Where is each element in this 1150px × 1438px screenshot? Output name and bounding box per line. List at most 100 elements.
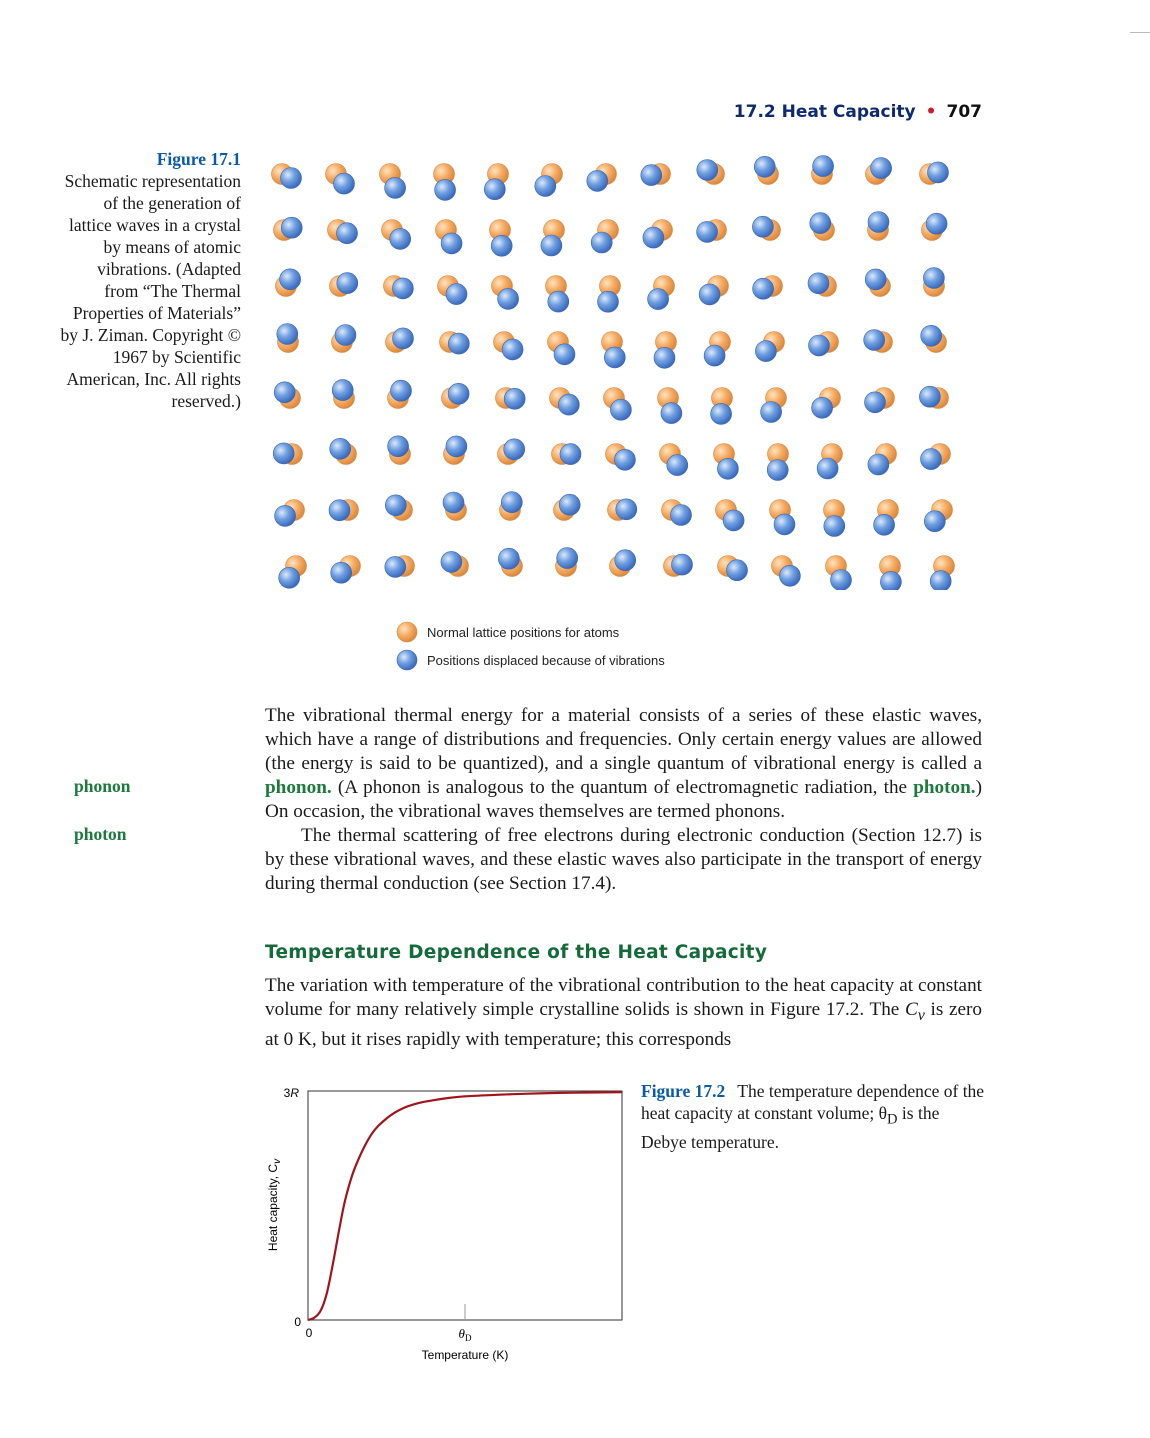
header-section-title: 17.2 Heat Capacity	[733, 102, 916, 122]
displaced-atom	[273, 381, 296, 404]
displaced-atom	[553, 343, 576, 366]
blue-atom-icon	[396, 649, 418, 671]
legend-item-normal: Normal lattice positions for atoms	[396, 618, 665, 646]
margin-term-phonon: phonon	[74, 776, 131, 796]
displaced-atom	[447, 383, 470, 405]
cv-subscript: v	[917, 1006, 925, 1024]
displaced-atom	[540, 234, 563, 257]
displaced-atom	[755, 340, 777, 362]
displaced-atom	[597, 290, 619, 313]
displaced-atom	[442, 491, 465, 514]
figure-17-1-caption: Figure 17.1 Schematic representation of …	[60, 148, 241, 412]
displaced-atom	[696, 221, 718, 243]
displaced-atom	[274, 505, 296, 527]
displaced-atom	[696, 159, 719, 181]
displaced-atom	[390, 379, 412, 402]
page-number: 707	[946, 102, 983, 122]
displaced-atom	[328, 499, 351, 522]
figure-17-1-caption-text: Schematic representation of the generati…	[60, 171, 241, 411]
displaced-atom	[615, 498, 638, 521]
y-tick-label-3r: 3R	[284, 1086, 300, 1100]
displaced-atom	[547, 290, 570, 313]
displaced-atom	[603, 346, 626, 369]
margin-term-photon: photon	[74, 824, 127, 844]
y-axis-label: Heat capacity, Cv	[266, 1158, 283, 1251]
displaced-atom	[556, 547, 579, 569]
displaced-atom	[864, 268, 887, 291]
orange-atom-icon	[396, 621, 418, 643]
caption-text: is the Debye temperature.	[641, 1103, 940, 1152]
displaced-atom	[863, 329, 886, 351]
x-tick-label-theta-d: θD	[459, 1326, 472, 1343]
displaced-atom	[334, 324, 357, 346]
displaced-atom	[614, 549, 637, 572]
displaced-atom	[614, 448, 636, 471]
displaced-atom	[558, 493, 581, 516]
displaced-atom	[823, 515, 846, 537]
displaced-atom	[534, 175, 557, 197]
displaced-atom	[445, 435, 468, 458]
page-corner-mark	[1130, 32, 1150, 33]
displaced-atom	[336, 222, 358, 244]
body-text: The vibrational thermal energy for a mat…	[265, 704, 982, 896]
displaced-atom	[392, 327, 414, 350]
key-term-phonon: phonon.	[265, 777, 332, 798]
displaced-atom	[867, 453, 890, 476]
text-run: The vibrational thermal energy for a mat…	[265, 705, 982, 774]
displaced-atom	[808, 334, 830, 357]
displaced-atom	[448, 332, 470, 355]
displaced-atom	[779, 564, 801, 587]
paragraph: The vibrational thermal energy for a mat…	[265, 704, 982, 824]
displaced-atom	[929, 570, 952, 590]
caption-text: The temperature dependence of the heat c…	[641, 1081, 985, 1123]
x-axis-label: Temperature (K)	[422, 1348, 509, 1362]
displaced-atom	[809, 212, 832, 234]
displaced-atom	[722, 509, 745, 532]
displaced-atom	[445, 283, 468, 305]
section-heading: Temperature Dependence of the Heat Capac…	[265, 942, 768, 963]
displaced-atom	[927, 161, 949, 184]
displaced-atom	[490, 235, 513, 257]
displaced-atom	[864, 391, 886, 414]
heat-capacity-chart: 3R 0 0 θD Temperature (K) Heat capacity,…	[266, 1086, 623, 1362]
displaced-atom	[753, 155, 776, 178]
displaced-atom	[279, 268, 301, 291]
plot-frame	[307, 1090, 623, 1321]
displaced-atom	[501, 338, 524, 361]
displaced-atom	[760, 401, 782, 423]
header-bullet: •	[925, 102, 937, 122]
legend-label: Positions displaced because of vibration…	[427, 652, 665, 668]
heat-capacity-curve	[307, 1091, 623, 1322]
displaced-atom	[867, 211, 890, 233]
paragraph: The variation with temperature of the vi…	[265, 974, 982, 1052]
displaced-atom	[830, 569, 852, 590]
displaced-atom	[484, 178, 506, 201]
displaced-atom	[925, 212, 948, 235]
displaced-atom	[811, 396, 833, 419]
displaced-atom	[278, 566, 301, 589]
text-run: is zero at 0 K, but it rises rapidly wit…	[265, 999, 982, 1050]
displaced-atom	[586, 170, 609, 192]
displaced-atom	[710, 403, 732, 425]
legend-item-displaced: Positions displaced because of vibration…	[396, 646, 665, 674]
displaced-atom	[330, 561, 352, 584]
displaced-atom	[331, 379, 354, 401]
displaced-atom	[333, 172, 355, 195]
x-tick-label-0: 0	[306, 1326, 313, 1340]
figure-17-1-legend: Normal lattice positions for atoms Posit…	[396, 618, 665, 674]
displaced-atom	[440, 232, 463, 255]
paragraph: The thermal scattering of free electrons…	[265, 825, 982, 894]
displaced-atom	[280, 216, 303, 239]
displaced-atom	[870, 157, 892, 179]
displaced-atom	[880, 571, 902, 590]
displaced-atom	[807, 272, 830, 295]
displaced-atom	[384, 556, 407, 578]
key-term-photon: photon.	[913, 777, 976, 798]
displaced-atom	[276, 323, 299, 345]
displaced-atom	[642, 226, 665, 249]
displaced-atom	[919, 385, 941, 408]
displaced-atom	[812, 155, 834, 177]
figure-17-2-label: Figure 17.2	[641, 1081, 726, 1101]
displaced-atom	[503, 438, 525, 461]
displaced-atom	[660, 402, 683, 424]
